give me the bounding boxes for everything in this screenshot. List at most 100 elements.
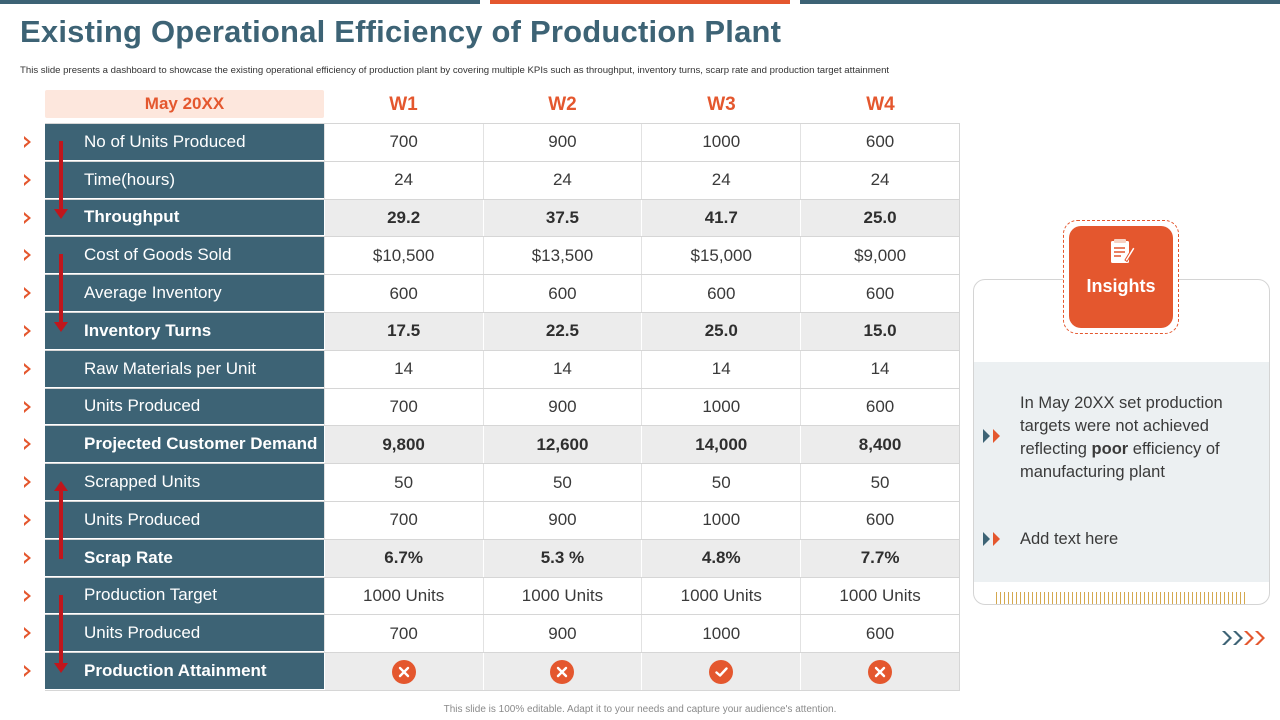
table-row: No of Units Produced 700 900 1000 600 — [45, 123, 959, 161]
slide-title: Existing Operational Efficiency of Produ… — [20, 14, 782, 49]
insight-text-1: In May 20XX set production targets were … — [1020, 394, 1223, 481]
table-cell: 900 — [482, 388, 642, 426]
table-cell: 600 — [482, 275, 642, 312]
table-cell: 14 — [641, 350, 800, 388]
row-label: Production Attainment — [45, 653, 324, 690]
decorative-chevrons-icon — [1221, 630, 1269, 651]
table-cell: $9,000 — [800, 237, 959, 275]
table-row-attainment: Production Attainment — [45, 652, 959, 690]
table-cell: 1000 — [641, 501, 800, 539]
row-label: Throughput — [45, 199, 324, 237]
cross-icon — [868, 659, 893, 684]
table-cell: 24 — [800, 161, 959, 199]
footer-note: This slide is 100% editable. Adapt it to… — [443, 704, 837, 715]
table-cell: 50 — [482, 464, 642, 501]
table-cell: 1000 Units — [323, 577, 483, 615]
chevron-right-icon — [23, 173, 33, 187]
double-chevron-icon — [982, 531, 1006, 552]
table-cell: 37.5 — [482, 199, 642, 237]
table-cell: 600 — [800, 615, 959, 653]
row-label: Cost of Goods Sold — [45, 237, 324, 275]
row-label: Units Produced — [45, 501, 324, 539]
top-accent-bar-left — [0, 0, 480, 4]
down-arrow-icon — [54, 595, 68, 673]
week-header-4: W4 — [866, 94, 895, 115]
table-row-result: Scrap Rate 6.7% 5.3 % 4.8% 7.7% — [45, 538, 959, 577]
chevron-right-icon — [23, 475, 33, 489]
table-cell: 4.8% — [641, 539, 801, 577]
table-cell: 12,600 — [482, 426, 642, 464]
row-label: Projected Customer Demand — [45, 426, 324, 464]
insights-body — [974, 362, 1269, 582]
table-cell: 700 — [323, 388, 483, 426]
table-cell: 6.7% — [323, 539, 483, 577]
table-cell: 5.3 % — [482, 539, 642, 577]
table-cell: 600 — [800, 501, 959, 539]
table-cell: 1000 Units — [800, 577, 959, 615]
table-cell: 50 — [641, 464, 800, 501]
table-cell — [323, 653, 483, 690]
table-row: Scrapped Units 50 50 50 50 — [45, 463, 959, 501]
table-cell: 1000 Units — [482, 577, 642, 615]
table-row: Units Produced 700 900 1000 600 — [45, 614, 959, 653]
cross-icon — [550, 659, 575, 684]
table-cell: 1000 Units — [641, 577, 800, 615]
top-accent-bar-right — [800, 0, 1280, 4]
kpi-table: No of Units Produced 700 900 1000 600 Ti… — [45, 123, 960, 691]
row-label: Units Produced — [45, 388, 324, 426]
table-cell: 1000 — [641, 615, 800, 653]
chevron-right-icon — [23, 211, 33, 225]
table-row: Average Inventory 600 600 600 600 — [45, 274, 959, 312]
table-cell: 14 — [323, 350, 483, 388]
row-label: Average Inventory — [45, 275, 324, 312]
chevron-right-icon — [23, 400, 33, 414]
table-cell: 700 — [323, 124, 483, 161]
table-row: Time(hours) 24 24 24 24 — [45, 160, 959, 199]
row-label: Scrap Rate — [45, 539, 324, 577]
table-row-result: Inventory Turns 17.5 22.5 25.0 15.0 — [45, 311, 959, 350]
down-arrow-icon — [54, 254, 68, 332]
down-arrow-icon — [54, 141, 68, 219]
week-header-1: W1 — [389, 94, 418, 115]
chevron-right-icon — [23, 513, 33, 527]
table-cell: 25.0 — [800, 199, 959, 237]
table-cell: 14 — [800, 350, 959, 388]
table-cell: $15,000 — [641, 237, 800, 275]
up-arrow-icon — [54, 481, 68, 559]
table-cell: 7.7% — [800, 539, 959, 577]
decorative-stripes — [996, 592, 1246, 604]
table-cell — [482, 653, 642, 690]
table-cell: 900 — [482, 615, 642, 653]
table-cell: 24 — [482, 161, 642, 199]
table-cell: 600 — [323, 275, 483, 312]
table-row-result: Throughput 29.2 37.5 41.7 25.0 — [45, 198, 959, 237]
chevron-right-icon — [23, 324, 33, 338]
table-row: Units Produced 700 900 1000 600 — [45, 387, 959, 426]
table-cell: 24 — [323, 161, 483, 199]
table-cell: 1000 — [641, 388, 800, 426]
table-cell: 15.0 — [800, 312, 959, 350]
row-label: Production Target — [45, 577, 324, 615]
chevron-right-icon — [23, 664, 33, 678]
chevron-right-icon — [23, 437, 33, 451]
row-label: Units Produced — [45, 615, 324, 653]
table-row: Production Target 1000 Units 1000 Units … — [45, 576, 959, 615]
table-cell — [800, 653, 959, 690]
double-chevron-icon — [982, 428, 1006, 449]
table-cell: 1000 — [641, 124, 800, 161]
table-row: Cost of Goods Sold $10,500 $13,500 $15,0… — [45, 236, 959, 275]
week-header-3: W3 — [707, 94, 736, 115]
table-cell: 900 — [482, 501, 642, 539]
slide-subtitle: This slide presents a dashboard to showc… — [20, 65, 890, 76]
chevron-right-icon — [23, 551, 33, 565]
row-label: Scrapped Units — [45, 464, 324, 501]
chevron-right-icon — [23, 248, 33, 262]
table-cell: 29.2 — [323, 199, 483, 237]
table-cell: $10,500 — [323, 237, 483, 275]
table-row: Units Produced 700 900 1000 600 — [45, 500, 959, 539]
insights-badge: Insights — [1069, 226, 1173, 328]
table-cell: 600 — [641, 275, 800, 312]
table-cell: 600 — [800, 275, 959, 312]
week-header-2: W2 — [548, 94, 577, 115]
table-cell: 14,000 — [641, 426, 801, 464]
